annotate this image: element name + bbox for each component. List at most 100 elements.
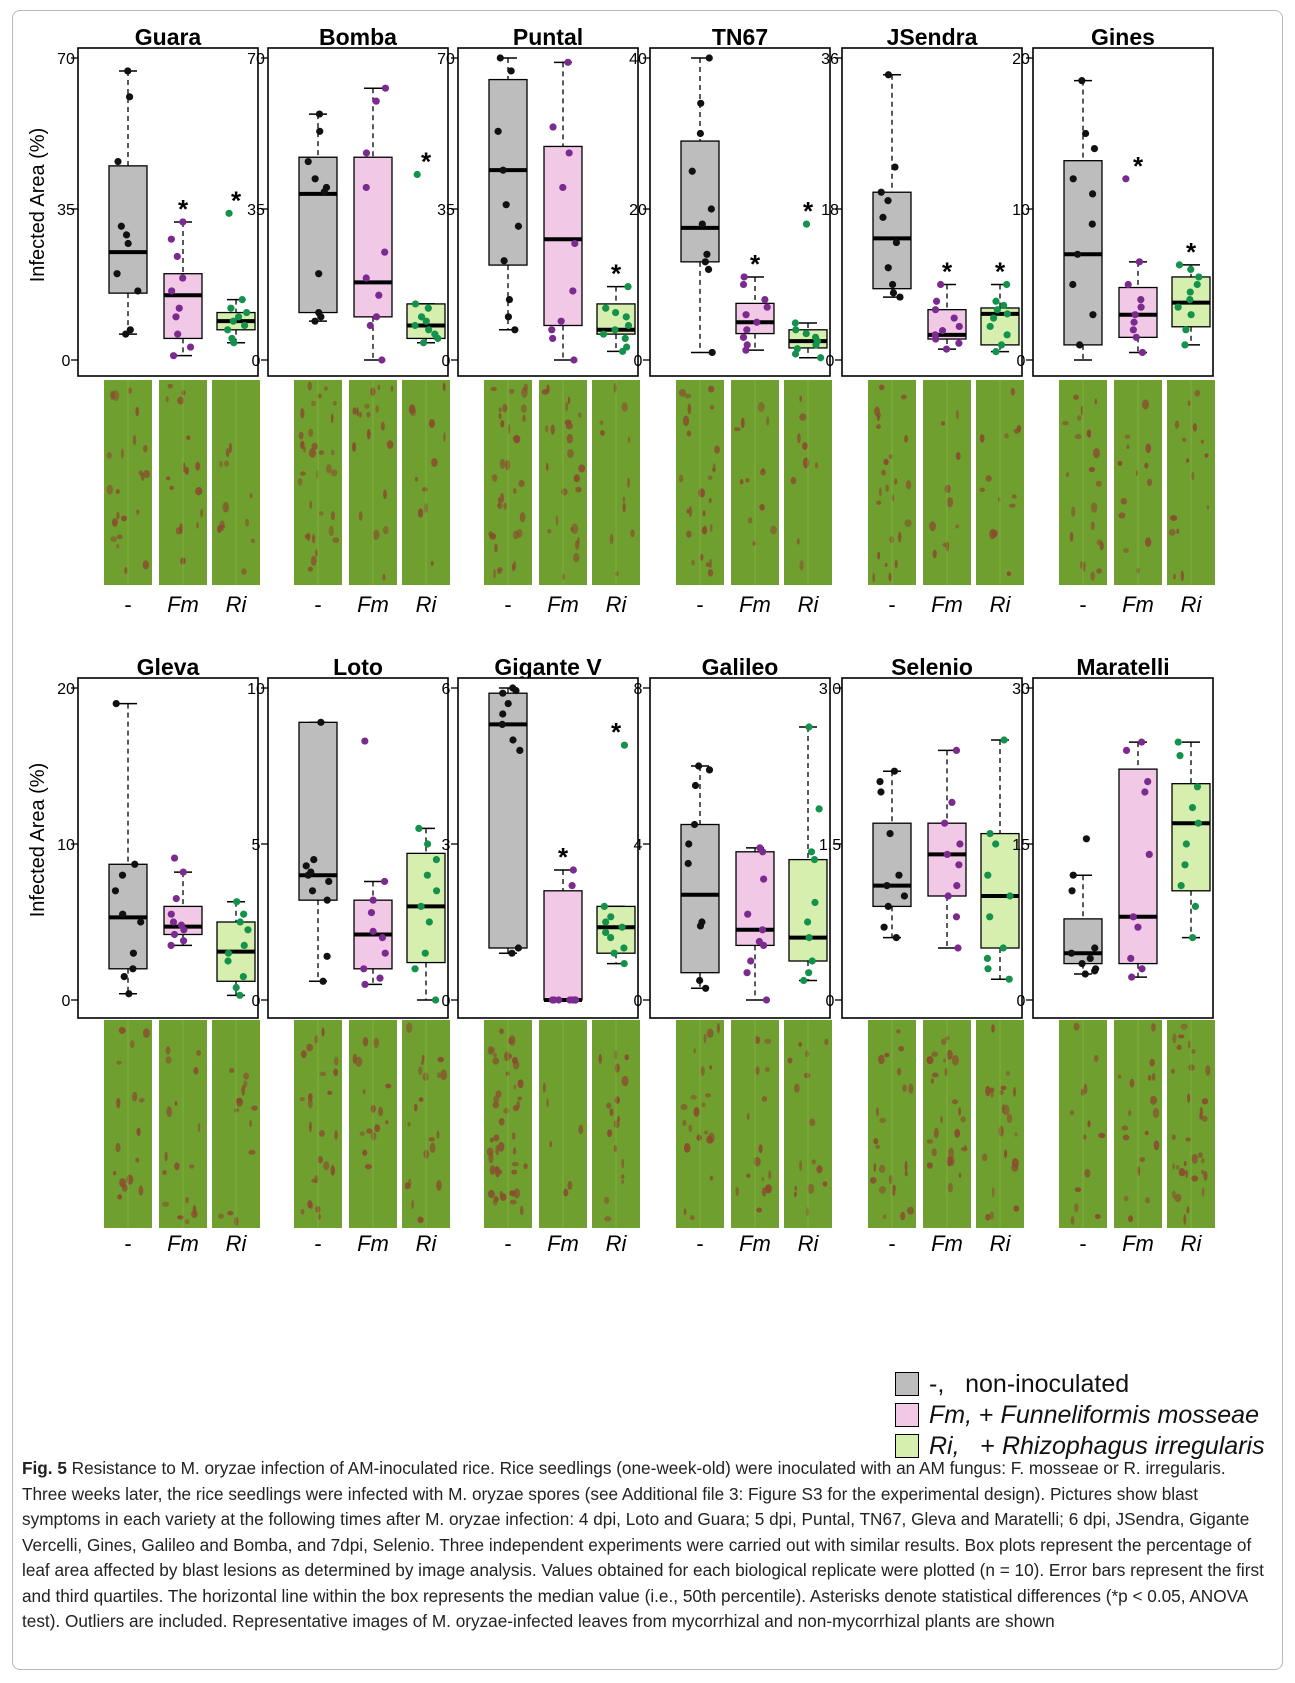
leaf-lesion <box>299 471 306 476</box>
data-point <box>705 766 714 774</box>
leaf-lesion <box>943 1058 947 1063</box>
data-point <box>179 218 187 226</box>
data-point <box>953 882 961 890</box>
leaf-lesion <box>998 1125 1004 1137</box>
leaf-lesion <box>955 452 961 461</box>
leaf-lesion <box>138 470 144 476</box>
box <box>1118 286 1158 338</box>
leaf-lesion <box>542 1082 546 1093</box>
leaf-lesion <box>745 478 750 483</box>
data-point <box>362 149 371 157</box>
leaf-lesion <box>300 408 305 419</box>
y-tick-label: 3 <box>442 837 451 854</box>
y-axis-label: Infected Area (%) <box>27 128 49 283</box>
leaf-lesion <box>1191 1175 1199 1182</box>
leaf-lesion <box>764 1038 772 1044</box>
leaf-lesion <box>135 1157 140 1163</box>
data-point <box>168 287 176 295</box>
leaf-lesion <box>688 506 693 517</box>
data-point <box>932 297 941 305</box>
box <box>872 191 912 290</box>
leaf-lesion <box>116 511 120 520</box>
leaf-lesion <box>334 1129 338 1140</box>
leaf-lesion <box>1180 1023 1188 1030</box>
group-label: Fm <box>739 592 771 617</box>
legend-swatch-grey <box>895 1371 919 1396</box>
data-point <box>800 976 808 985</box>
data-point <box>938 327 947 335</box>
leaf-lesion <box>897 531 902 543</box>
leaf-lesion <box>437 1072 441 1079</box>
data-point <box>169 918 178 926</box>
leaf-lesion <box>1151 1022 1156 1032</box>
leaf-lesion <box>404 1182 411 1190</box>
leaf-lesion <box>362 1037 369 1047</box>
leaf-lesion <box>794 1185 798 1192</box>
leaf-lesion <box>1201 1169 1205 1175</box>
data-point <box>172 895 180 903</box>
leaf-lesion <box>761 1096 768 1102</box>
panel-bomba: Bomba 0 35 70 - Fm * Ri <box>247 24 450 617</box>
data-point <box>602 928 610 937</box>
leaf-lesion <box>1185 458 1190 463</box>
data-point <box>997 341 1006 349</box>
leaf-lesion <box>181 390 186 396</box>
data-point <box>896 293 904 301</box>
leaf-lesion <box>318 511 324 516</box>
leaf-lesion <box>502 403 508 413</box>
leaf-lesion <box>1176 528 1180 535</box>
data-point <box>707 205 715 213</box>
leaf-lesion <box>904 1160 908 1172</box>
y-tick-label: 0 <box>442 993 451 1010</box>
leaf-lesion <box>985 475 992 482</box>
leaf-lesion <box>511 1132 516 1140</box>
leaf-lesion <box>979 434 985 443</box>
leaf-lesion <box>128 387 133 394</box>
group-label: Ri <box>990 592 1012 617</box>
data-point <box>695 762 703 770</box>
leaf-lesion <box>382 573 386 581</box>
leaf-lesion <box>700 1066 705 1076</box>
leaf-lesion <box>708 385 715 393</box>
group-label: Ri <box>606 592 628 617</box>
data-point <box>569 866 577 874</box>
data-point <box>516 746 524 755</box>
data-point <box>372 313 381 321</box>
leaf-lesion <box>325 464 332 474</box>
leaf-lesion <box>299 1097 305 1102</box>
data-point <box>167 910 175 918</box>
leaf-lesion <box>946 497 954 508</box>
leaf-lesion <box>906 1206 915 1215</box>
leaf-lesion <box>236 1097 244 1107</box>
leaf-lesion <box>498 413 502 420</box>
leaf-lesion <box>991 1186 995 1198</box>
leaf-lesion <box>940 1116 943 1124</box>
data-point <box>758 926 767 934</box>
leaf-lesion <box>1173 573 1176 580</box>
data-point <box>125 990 133 998</box>
leaf-lesion <box>902 1084 907 1092</box>
leaf-lesion <box>504 1051 511 1062</box>
leaf-lesion <box>330 469 338 477</box>
leaf-lesion <box>703 1130 709 1135</box>
data-point <box>119 910 127 918</box>
leaf-lesion <box>563 1188 569 1197</box>
legend-item-non-inoculated: -, non-inoculated <box>895 1368 1265 1399</box>
significance-asterisk: * <box>1186 237 1197 267</box>
data-point <box>1073 250 1082 258</box>
data-point <box>952 746 961 755</box>
leaf-lesion <box>1065 472 1070 477</box>
data-point <box>499 689 507 697</box>
leaf-lesion <box>311 533 316 544</box>
leaf-lesion <box>330 511 335 521</box>
leaf-lesion <box>522 414 526 423</box>
leaf-lesion <box>509 1199 517 1205</box>
data-point <box>805 723 813 731</box>
data-point <box>760 875 768 883</box>
y-tick-label: 4 <box>634 837 643 854</box>
leaf-lesion <box>764 1067 770 1072</box>
leaf-lesion <box>499 1190 504 1196</box>
data-point <box>317 313 325 321</box>
leaf-lesion <box>1083 1083 1088 1095</box>
data-point <box>1006 892 1014 900</box>
